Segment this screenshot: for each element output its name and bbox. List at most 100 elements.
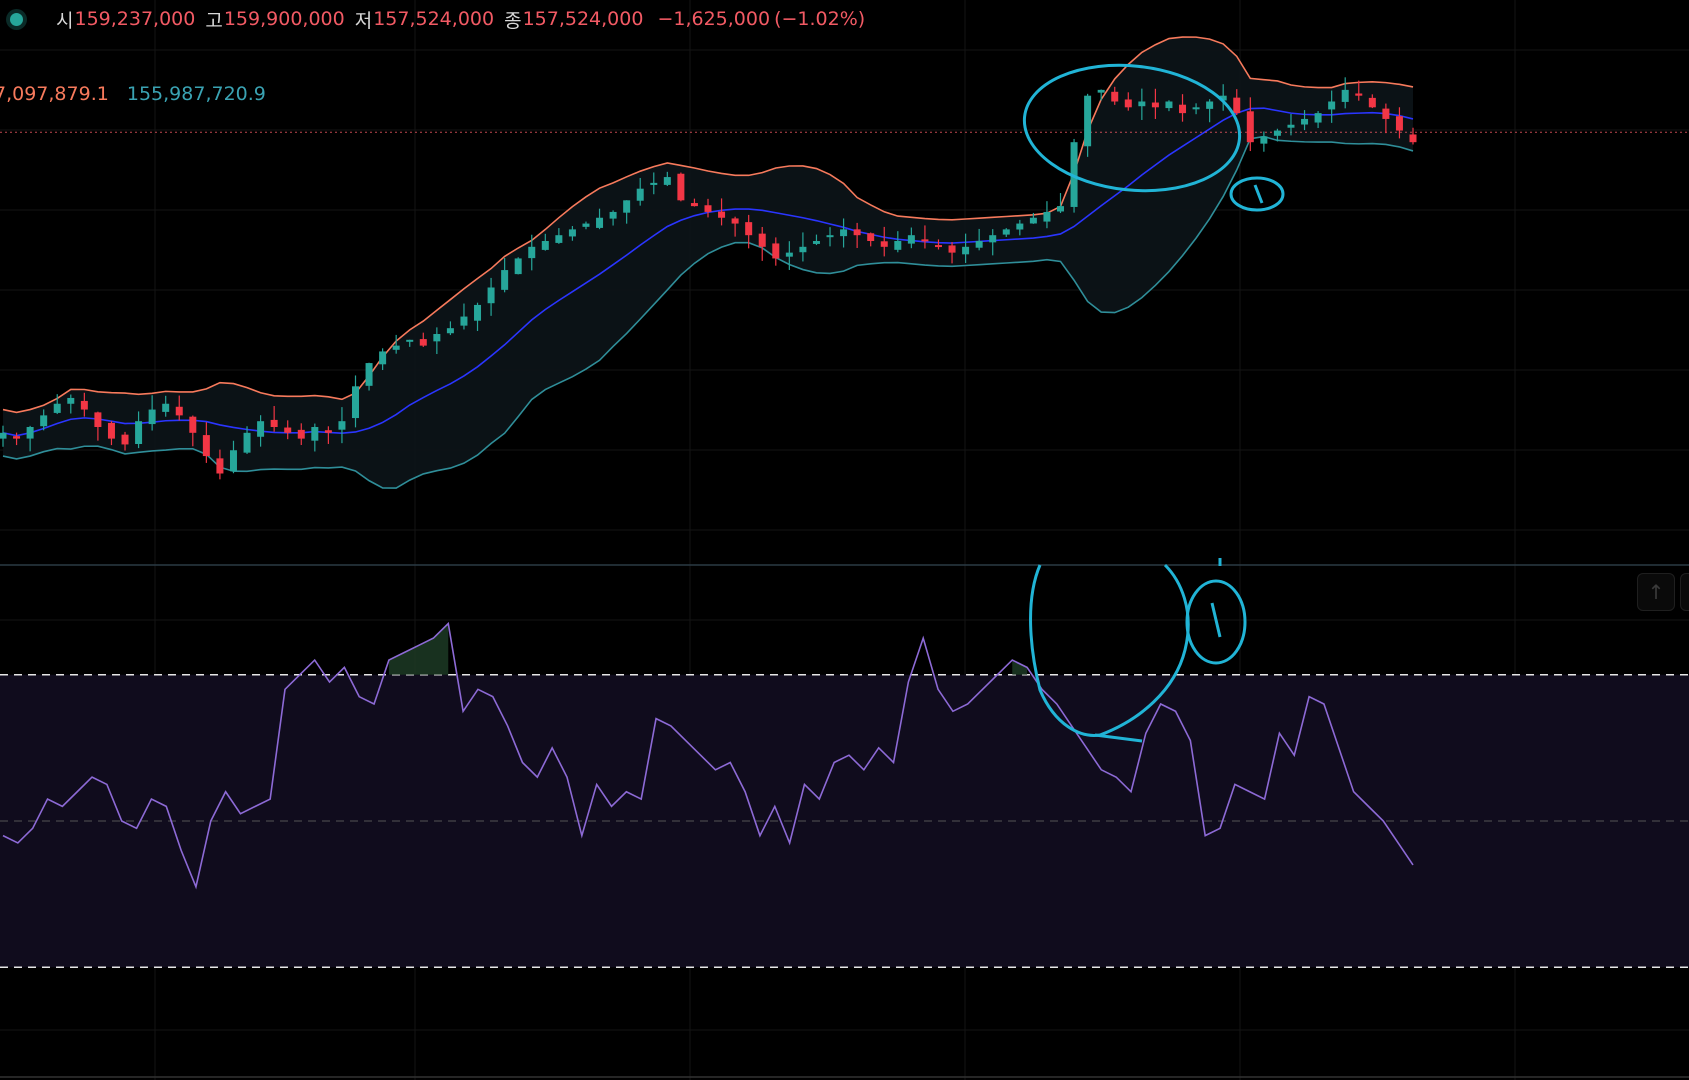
candle-body <box>528 246 536 259</box>
pane-menu-button[interactable] <box>1680 573 1689 611</box>
candle-body <box>392 345 400 350</box>
candle <box>107 421 115 446</box>
candle-body <box>189 416 197 433</box>
candle-body <box>989 235 997 243</box>
drawn-annotations <box>1022 63 1285 743</box>
candle-body <box>568 229 576 237</box>
candle-body <box>1124 99 1132 108</box>
candle <box>663 171 671 187</box>
candle-body <box>297 429 305 439</box>
candle <box>853 222 861 249</box>
candle <box>989 229 997 256</box>
candle-body <box>216 458 224 474</box>
candle-body <box>677 173 685 201</box>
candle-body <box>609 211 617 219</box>
candle-body <box>663 177 671 185</box>
candle <box>677 172 685 202</box>
candle-body <box>1233 97 1241 114</box>
rsi-pane <box>0 621 1689 969</box>
candle <box>216 449 224 480</box>
candle-body <box>487 287 495 304</box>
candle-body <box>270 419 278 427</box>
candle-body <box>921 239 929 242</box>
candle <box>67 394 75 414</box>
candle <box>1301 110 1309 131</box>
candle <box>1246 97 1254 152</box>
candle <box>1084 93 1092 157</box>
annotation-ellipse-top <box>1022 63 1242 193</box>
candle <box>812 234 820 246</box>
change-value: −1,625,000 <box>657 8 771 30</box>
high-value: 159,900,000 <box>223 8 345 30</box>
candle-body <box>867 233 875 241</box>
change-percent: (−1.02%) <box>774 8 866 30</box>
candle-body <box>352 386 359 419</box>
candle-body <box>202 435 210 457</box>
candle-body <box>311 427 319 441</box>
candle-body <box>162 403 170 412</box>
candle-body <box>365 363 373 386</box>
candle <box>365 362 373 391</box>
candle-body <box>1111 91 1119 102</box>
ohlc-legend: 시 159,237,000 고 159,900,000 저 157,524,00… <box>0 6 865 32</box>
candle-body <box>40 415 48 427</box>
candle <box>1273 128 1281 142</box>
candle <box>1368 94 1376 109</box>
candle <box>975 228 983 251</box>
price-pane <box>0 36 1689 489</box>
candle <box>636 177 644 206</box>
candle <box>460 303 468 330</box>
candle-body <box>1002 229 1010 235</box>
bollinger-fill <box>3 37 1413 489</box>
candle-body <box>1016 223 1024 230</box>
candle-body <box>934 245 942 248</box>
candle-body <box>1192 107 1200 110</box>
candle <box>731 216 739 237</box>
candle <box>1287 113 1295 136</box>
candle-body <box>433 334 441 342</box>
candle <box>1165 100 1173 112</box>
candle <box>541 233 549 251</box>
candle <box>1043 201 1051 229</box>
candle-body <box>758 233 766 247</box>
candle <box>189 415 197 447</box>
candle-body <box>731 218 739 224</box>
candle-body <box>175 406 183 416</box>
candle-body <box>1029 217 1037 224</box>
candle-body <box>53 403 61 413</box>
candle <box>1151 88 1159 119</box>
candle <box>324 426 332 444</box>
scroll-to-top-button[interactable]: ↑ <box>1637 573 1675 611</box>
candle-body <box>67 397 75 404</box>
candle-body <box>772 243 780 259</box>
candle-body <box>1328 101 1336 110</box>
candle <box>528 234 536 271</box>
candle <box>907 227 915 249</box>
candle-body <box>338 421 346 430</box>
candle <box>921 225 929 249</box>
candle <box>501 257 509 293</box>
candle <box>419 332 427 347</box>
candle <box>297 423 305 446</box>
candle-body <box>1219 95 1227 101</box>
candle <box>745 214 753 249</box>
bollinger-lower-value: 155,987,720.9 <box>126 83 266 105</box>
candle-body <box>460 316 468 326</box>
candle-body <box>446 328 454 334</box>
candle-body <box>812 241 820 244</box>
candle <box>1111 86 1119 105</box>
candle <box>0 425 7 447</box>
candle-body <box>1368 97 1376 108</box>
candle <box>433 327 441 355</box>
candle <box>758 226 766 261</box>
candle-body <box>80 400 88 410</box>
candle-body <box>26 427 34 439</box>
rsi-overbought-fill <box>388 623 449 675</box>
candle <box>1409 127 1417 145</box>
candle <box>880 226 888 257</box>
rsi-overbought-fill <box>1012 660 1028 675</box>
candle-body <box>704 205 712 212</box>
candle <box>948 242 956 264</box>
candle-body <box>1395 116 1403 131</box>
